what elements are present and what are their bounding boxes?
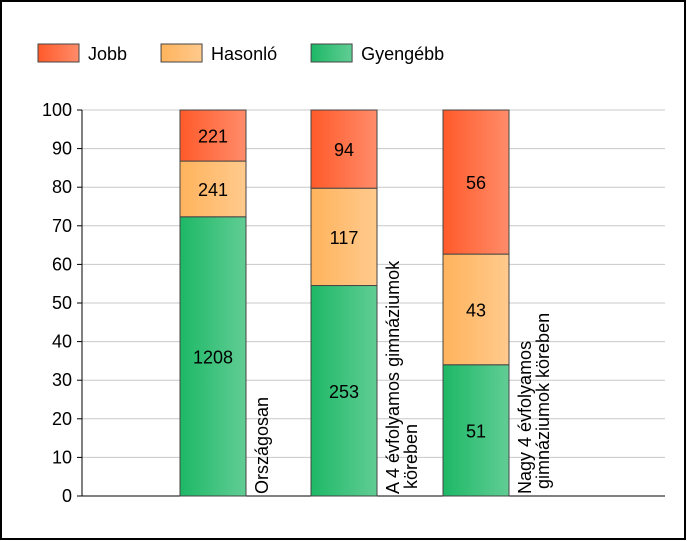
- legend-swatch: [160, 43, 203, 63]
- bar-segment: [310, 187, 378, 287]
- label-line: A 4 évfolyamos gimnáziumok: [383, 260, 403, 494]
- y-tick-label: 80: [52, 177, 72, 197]
- data-label: 94: [334, 140, 354, 160]
- data-label: 51: [466, 421, 486, 441]
- y-tick-label: 50: [52, 293, 72, 313]
- label-line: gimnáziumok köreben: [533, 313, 553, 494]
- legend-label: Gyengébb: [361, 44, 444, 64]
- legend-label: Hasonló: [211, 44, 277, 64]
- y-tick-label: 60: [52, 254, 72, 274]
- y-tick-label: 70: [52, 216, 72, 236]
- x-tick-label: Nagy 4 évfolyamos gimnáziumok köreben: [515, 313, 553, 494]
- y-tick-label: 100: [42, 100, 72, 120]
- y-tick-label: 40: [52, 332, 72, 352]
- legend-swatch: [37, 43, 80, 63]
- data-label: 241: [198, 180, 228, 200]
- y-tick-label: 30: [52, 370, 72, 390]
- bar-segment: [442, 253, 510, 366]
- y-tick-label: 0: [62, 486, 72, 506]
- legend-swatch: [310, 43, 353, 63]
- x-tick-label: Országosan: [252, 397, 272, 494]
- bar-segment: [442, 364, 510, 497]
- data-label: 43: [466, 300, 486, 320]
- bar-segment: [310, 285, 378, 497]
- legend-label: Jobb: [88, 44, 127, 64]
- data-label: 56: [466, 173, 486, 193]
- data-label: 1208: [193, 347, 233, 367]
- x-tick-label: A 4 évfolyamos gimnáziumok köreben: [383, 260, 421, 494]
- data-label: 253: [329, 382, 359, 402]
- bar-segment: [179, 109, 247, 162]
- bar-segment: [442, 109, 510, 255]
- label-line: köreben: [401, 424, 421, 494]
- bar-segment: [310, 109, 378, 189]
- y-tick-label: 10: [52, 447, 72, 467]
- label-line: Nagy 4 évfolyamos: [515, 341, 535, 494]
- data-label: 221: [198, 127, 228, 147]
- bar-segment: [179, 216, 247, 497]
- y-tick-label: 20: [52, 409, 72, 429]
- y-tick-label: 90: [52, 139, 72, 159]
- data-label: 117: [330, 228, 359, 248]
